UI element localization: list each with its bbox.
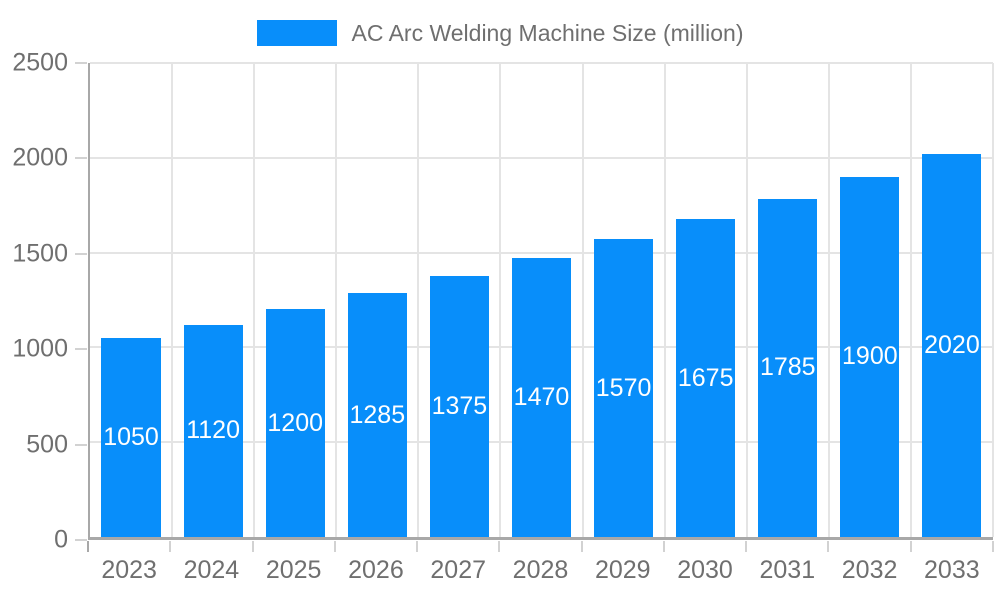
y-tick-mark-1000 <box>75 348 87 351</box>
x-tick-mark-2 <box>251 541 254 552</box>
gridline-vertical-4 <box>417 63 420 537</box>
bar-value-label-2032: 1900 <box>842 342 898 371</box>
y-tick-label-2500: 2500 <box>12 48 68 77</box>
x-tick-label-2031: 2031 <box>759 556 816 584</box>
y-tick-label-1500: 1500 <box>12 239 68 268</box>
x-tick-label-2023: 2023 <box>101 556 157 584</box>
legend-swatch <box>256 20 337 46</box>
bar-2029: 1570 <box>594 239 654 537</box>
gridline-vertical-1 <box>171 63 174 537</box>
bar-value-label-2029: 1570 <box>595 373 652 402</box>
x-tick-mark-5 <box>498 541 501 552</box>
bar-value-label-2027: 1375 <box>431 392 488 421</box>
gridline-horizontal-2000 <box>90 156 993 159</box>
bar-2030: 1675 <box>676 219 736 537</box>
bar-value-label-2024: 1120 <box>186 416 240 445</box>
x-axis-labels: 2023 2024 2025 2026 2027 2028 2029 2030 2031 2032… <box>88 556 993 588</box>
x-tick-label-2027: 2027 <box>430 556 487 584</box>
x-tick-label-2025: 2025 <box>265 556 322 584</box>
x-tick-mark-6 <box>580 541 583 552</box>
bar-2025: 1200 <box>265 309 325 537</box>
bar-2024: 1120 <box>183 324 243 537</box>
bar-2032: 1900 <box>840 176 900 537</box>
plot-area: 1050 1120 1200 1285 1375 1470 1570 1675 1785 1900… <box>88 62 994 540</box>
x-tick-label-2026: 2026 <box>348 556 404 584</box>
y-tick-mark-0 <box>75 539 87 541</box>
legend-label: AC Arc Welding Machine Size (million) <box>351 19 744 46</box>
y-tick-mark-500 <box>75 443 87 446</box>
x-tick-label-2032: 2032 <box>841 556 898 584</box>
x-tick-label-2033: 2033 <box>924 556 980 584</box>
gridline-vertical-7 <box>663 63 666 537</box>
x-tick-mark-8 <box>745 541 748 552</box>
gridline-horizontal-1500 <box>90 251 993 254</box>
x-tick-mark-4 <box>416 541 419 552</box>
bar-2031: 1785 <box>758 198 818 537</box>
y-tick-label-0: 0 <box>54 525 68 554</box>
x-tick-label-2024: 2024 <box>183 556 240 584</box>
x-tick-label-2029: 2029 <box>594 556 651 584</box>
x-tick-mark-11 <box>992 541 994 552</box>
x-tick-mark-10 <box>909 541 912 552</box>
x-tick-label-2030: 2030 <box>677 556 733 584</box>
bar-2023: 1050 <box>101 337 161 537</box>
gridline-vertical-3 <box>335 63 338 537</box>
gridline-vertical-9 <box>827 63 830 537</box>
gridline-vertical-5 <box>499 63 502 537</box>
bar-value-label-2025: 1200 <box>267 408 324 437</box>
bar-2033: 2020 <box>922 154 982 537</box>
y-axis-labels: 0 500 1000 1500 2000 2500 <box>0 49 88 554</box>
bar-value-label-2030: 1675 <box>677 363 734 392</box>
y-tick-mark-2000 <box>75 157 87 160</box>
x-tick-mark-1 <box>169 541 172 552</box>
bar-2027: 1375 <box>429 276 489 537</box>
bar-value-label-2026: 1285 <box>349 400 406 429</box>
y-tick-label-500: 500 <box>26 430 68 459</box>
x-tick-mark-7 <box>662 541 665 552</box>
x-tick-mark-9 <box>827 541 830 552</box>
bar-value-label-2031: 1785 <box>759 353 816 382</box>
y-tick-mark-2500 <box>75 62 87 64</box>
gridline-horizontal-2500 <box>90 62 993 64</box>
bar-value-label-2023: 1050 <box>103 422 159 451</box>
gridline-vertical-2 <box>253 63 256 537</box>
legend: AC Arc Welding Machine Size (million) <box>0 19 1000 47</box>
bar-2028: 1470 <box>511 258 572 537</box>
x-tick-mark-0 <box>87 541 89 552</box>
x-tick-label-2028: 2028 <box>512 556 569 584</box>
x-tick-mark-3 <box>333 541 336 552</box>
y-tick-label-1000: 1000 <box>12 334 68 363</box>
y-tick-label-2000: 2000 <box>12 143 68 172</box>
gridline-vertical-8 <box>745 63 748 537</box>
bar-value-label-2028: 1470 <box>513 383 570 412</box>
gridline-vertical-6 <box>581 63 584 537</box>
bar-value-label-2033: 2020 <box>924 331 980 359</box>
gridline-vertical-11 <box>992 63 994 537</box>
y-tick-mark-1500 <box>75 252 87 255</box>
bar-2026: 1285 <box>347 293 407 537</box>
gridline-vertical-10 <box>909 63 912 537</box>
